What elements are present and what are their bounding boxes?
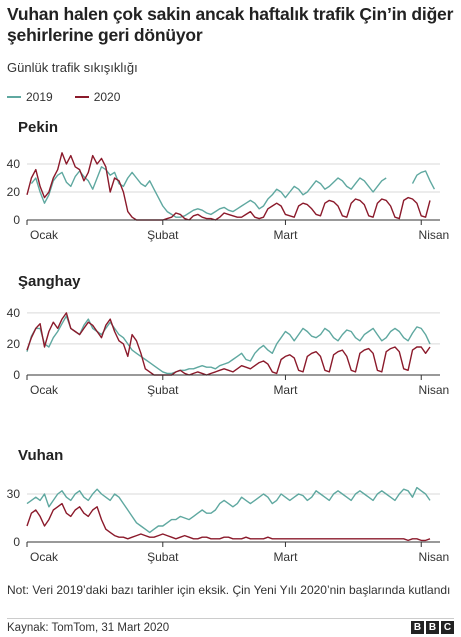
- bbc-logo: B B C: [409, 621, 454, 634]
- y-tick-label: 40: [7, 306, 21, 320]
- x-tick-label: Nisan: [419, 550, 450, 564]
- x-tick-label: Mart: [273, 228, 298, 242]
- y-tick-label: 0: [13, 368, 20, 382]
- series-line-2019: [26, 486, 431, 534]
- y-tick-label: 30: [7, 487, 21, 501]
- y-tick-label: 0: [13, 213, 20, 227]
- panel-title: Şanghay: [18, 273, 81, 290]
- series-line-2020: [26, 312, 431, 376]
- legend-item-2020: 2020: [74, 90, 121, 104]
- x-tick-label: Şubat: [147, 228, 179, 242]
- footnote: Not: Veri 2019’daki bazı tarihler için e…: [7, 583, 451, 597]
- y-tick-label: 40: [7, 157, 21, 171]
- series-line-2019: [26, 315, 431, 375]
- series-line-2020: [26, 502, 431, 542]
- legend-label-2020: 2020: [93, 90, 121, 104]
- legend-item-2019: 2019: [7, 90, 53, 104]
- charts-area: Pekin 0 20 40 Ocak Şubat Mart Nisan Şanghay 0 20 40…: [7, 119, 450, 564]
- source-credit: Kaynak: TomTom, 31 Mart 2020: [7, 622, 170, 634]
- panel-title: Vuhan: [18, 447, 63, 464]
- x-tick-label: Ocak: [30, 383, 59, 397]
- x-tick-label: Mart: [273, 383, 298, 397]
- bbc-logo-letter: B: [426, 621, 439, 634]
- chart-title: Vuhan halen çok sakin ancak haftalık tra…: [7, 4, 454, 45]
- x-tick-label: Ocak: [30, 228, 59, 242]
- series-line-2020: [26, 152, 431, 221]
- x-tick-label: Şubat: [147, 550, 179, 564]
- chart-subtitle: Günlük trafik sıkışıklığı: [7, 60, 138, 75]
- panel-title: Pekin: [18, 119, 58, 136]
- x-tick-label: Mart: [273, 550, 298, 564]
- x-tick-label: Şubat: [147, 383, 179, 397]
- x-tick-label: Nisan: [419, 383, 450, 397]
- legend-label-2019: 2019: [26, 90, 53, 104]
- legend-swatch-2020: [74, 96, 89, 98]
- x-tick-label: Ocak: [30, 550, 59, 564]
- y-tick-label: 20: [7, 185, 21, 199]
- series-line-2019: [30, 166, 436, 218]
- x-tick-label: Nisan: [419, 228, 450, 242]
- y-tick-label: 0: [13, 535, 20, 549]
- footer-divider: [7, 618, 454, 619]
- y-tick-label: 20: [7, 337, 21, 351]
- bbc-logo-letter: C: [441, 621, 454, 634]
- bbc-logo-letter: B: [411, 621, 424, 634]
- legend-swatch-2019: [7, 96, 21, 98]
- legend: 2019 2020: [7, 90, 142, 104]
